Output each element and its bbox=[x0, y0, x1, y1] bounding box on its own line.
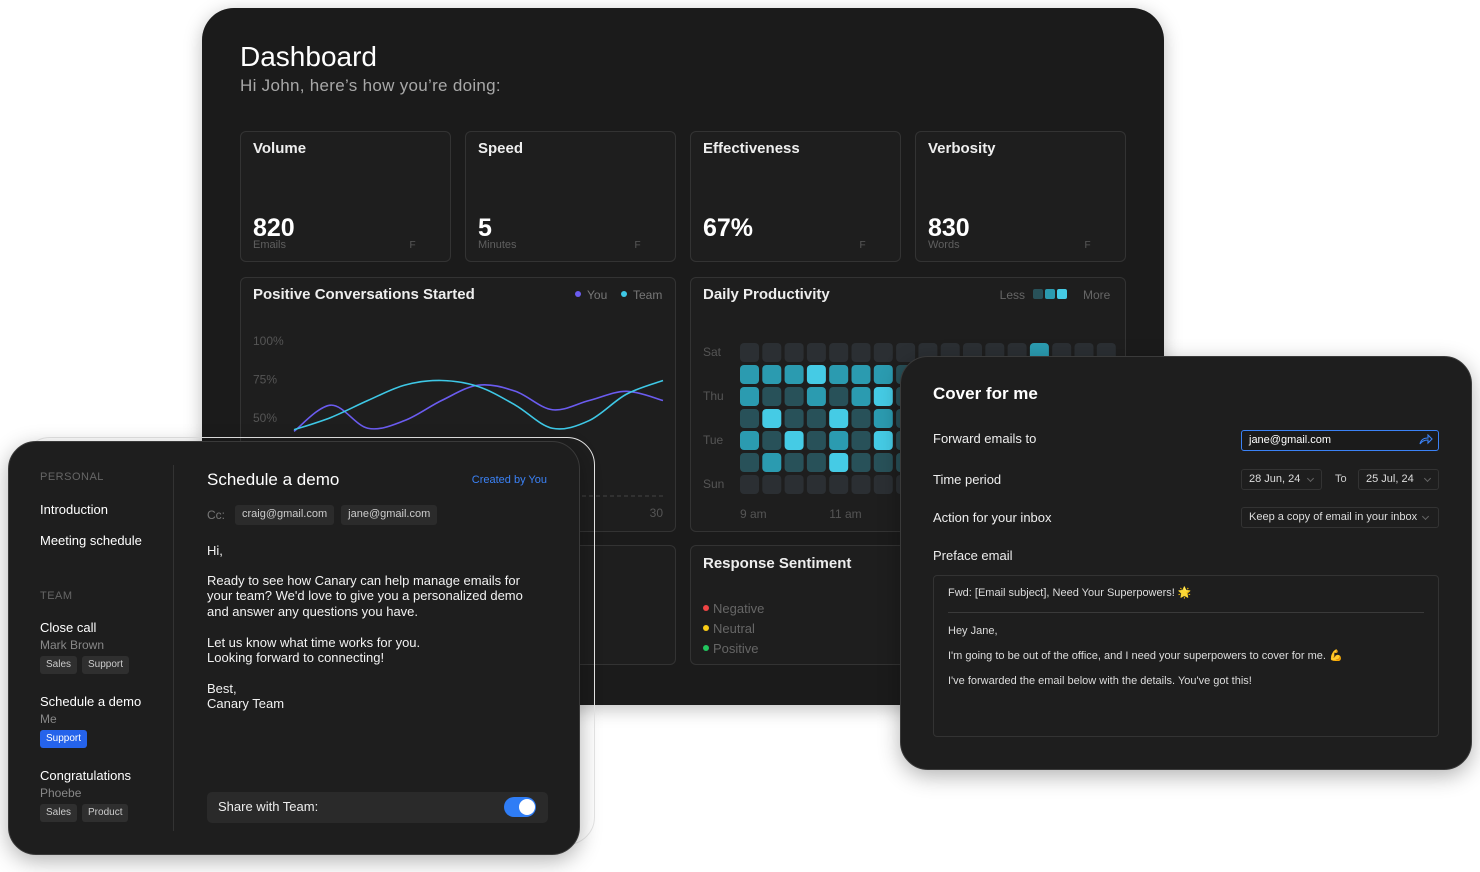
metric-card bbox=[240, 131, 451, 262]
metric-value: 5 bbox=[478, 213, 492, 242]
metric-day: F bbox=[1084, 239, 1091, 251]
forward-icon bbox=[1419, 434, 1433, 445]
cover-title: Cover for me bbox=[933, 384, 1038, 404]
metric-unit: Minutes bbox=[478, 239, 517, 252]
tag: Product bbox=[82, 804, 129, 822]
preface-line: Hey Jane, bbox=[948, 625, 998, 638]
field-label: Time period bbox=[933, 471, 1002, 487]
metric-card bbox=[690, 131, 901, 262]
body-line: Looking forward to connecting! bbox=[207, 650, 385, 666]
cover-panel bbox=[900, 356, 1472, 770]
metric-unit: Emails bbox=[253, 239, 287, 252]
cc-label: Cc: bbox=[207, 507, 225, 522]
field-label: Action for your inbox bbox=[933, 509, 1052, 525]
metric-day: F bbox=[409, 239, 416, 251]
field-label: Forward emails to bbox=[933, 430, 1037, 446]
metric-value: 67% bbox=[703, 213, 754, 242]
metric-title: Verbosity bbox=[928, 139, 996, 157]
legend-dot bbox=[575, 291, 581, 297]
share-label: Share with Team: bbox=[218, 798, 319, 814]
preface-divider bbox=[948, 612, 1424, 613]
tag: Support bbox=[40, 730, 88, 748]
email-input-value: jane@gmail.com bbox=[1249, 434, 1332, 447]
body-line: and answer any questions you have. bbox=[207, 603, 419, 619]
body-line: Ready to see how Canary can help manage … bbox=[207, 572, 520, 588]
team-item-person: Phoebe bbox=[40, 785, 82, 800]
date-select[interactable] bbox=[1241, 469, 1322, 490]
cc-row: craig@gmail.com jane@gmail.com bbox=[235, 505, 535, 525]
body-line: your team? We'd love to give you a perso… bbox=[207, 588, 523, 604]
body-line: Let us know what time works for you. bbox=[207, 634, 421, 650]
preface-subject: Fwd: [Email subject], Need Your Superpow… bbox=[948, 587, 1192, 600]
body-line: Hi, bbox=[207, 542, 223, 558]
schedule-title: Schedule a demo bbox=[207, 470, 340, 490]
section-heading: PERSONAL bbox=[40, 471, 104, 484]
field-label: Preface email bbox=[933, 547, 1013, 563]
sentiment-title: Response Sentiment bbox=[703, 554, 852, 572]
date-value: 25 Jul, 24 bbox=[1366, 473, 1414, 486]
legend-swatch bbox=[1045, 289, 1055, 299]
section-heading: TEAM bbox=[40, 590, 73, 603]
legend-label: Negative bbox=[713, 600, 765, 616]
preface-line: I've forwarded the email below with the … bbox=[948, 675, 1252, 688]
team-item-title: Schedule a demo bbox=[40, 693, 142, 709]
tag: Support bbox=[82, 656, 130, 674]
team-item-title: Close call bbox=[40, 619, 97, 635]
dashboard-subtitle: Hi John, here’s how you’re doing: bbox=[240, 76, 501, 96]
legend-label: Neutral bbox=[713, 620, 755, 636]
team-item-person: Me bbox=[40, 711, 57, 726]
team-item-title: Congratulations bbox=[40, 767, 132, 783]
legend-dot bbox=[703, 605, 709, 611]
cc-chip: craig@gmail.com bbox=[235, 505, 335, 525]
legend-dot bbox=[703, 645, 709, 651]
heatmap-title: Daily Productivity bbox=[703, 285, 830, 303]
metric-day: F bbox=[634, 239, 641, 251]
metric-title: Speed bbox=[478, 139, 524, 157]
metric-title: Effectiveness bbox=[703, 139, 800, 157]
action-select[interactable] bbox=[1241, 507, 1439, 528]
metric-day: F bbox=[859, 239, 866, 251]
preface-box bbox=[933, 575, 1439, 737]
tag: Sales bbox=[40, 804, 78, 822]
tag: Sales bbox=[40, 656, 78, 674]
to-label: To bbox=[1335, 473, 1347, 486]
preface-line: I'm going to be out of the office, and I… bbox=[948, 650, 1343, 663]
nav-item: Introduction bbox=[40, 501, 108, 517]
cc-chip: jane@gmail.com bbox=[341, 505, 438, 525]
toggle-knob bbox=[519, 799, 535, 815]
metric-value: 820 bbox=[253, 213, 295, 242]
metric-card bbox=[915, 131, 1126, 262]
team-item-person: Mark Brown bbox=[40, 637, 105, 652]
action-value: Keep a copy of email in your inbox bbox=[1249, 511, 1418, 524]
body-line: Best, bbox=[207, 680, 237, 696]
legend-label: You bbox=[587, 287, 608, 302]
tag-row: Sales Support bbox=[40, 656, 170, 674]
tag-row: Support bbox=[40, 730, 170, 748]
share-row bbox=[207, 792, 548, 823]
metric-title: Volume bbox=[253, 139, 307, 157]
line-title: Positive Conversations Started bbox=[253, 285, 475, 303]
legend-swatch bbox=[1033, 289, 1043, 299]
body-line: Canary Team bbox=[207, 696, 285, 712]
dashboard-title: Dashboard bbox=[240, 40, 377, 72]
metric-card bbox=[465, 131, 676, 262]
legend-high: More bbox=[1083, 287, 1111, 302]
legend-label: Positive bbox=[713, 640, 759, 656]
metric-unit: Words bbox=[928, 239, 960, 252]
tag-row: Sales Product bbox=[40, 804, 170, 822]
metric-value: 830 bbox=[928, 213, 970, 242]
legend-label: Team bbox=[633, 287, 663, 302]
date-value: 28 Jun, 24 bbox=[1249, 473, 1301, 486]
nav-item: Meeting schedule bbox=[40, 532, 142, 548]
sidebar-divider bbox=[173, 465, 174, 831]
legend-low: Less bbox=[999, 287, 1025, 302]
legend-dot bbox=[703, 625, 709, 631]
legend-dot bbox=[621, 291, 627, 297]
email-input[interactable] bbox=[1241, 430, 1439, 451]
legend-swatch bbox=[1057, 289, 1067, 299]
created-by: Created by You bbox=[471, 474, 547, 487]
date-select[interactable] bbox=[1358, 469, 1439, 490]
